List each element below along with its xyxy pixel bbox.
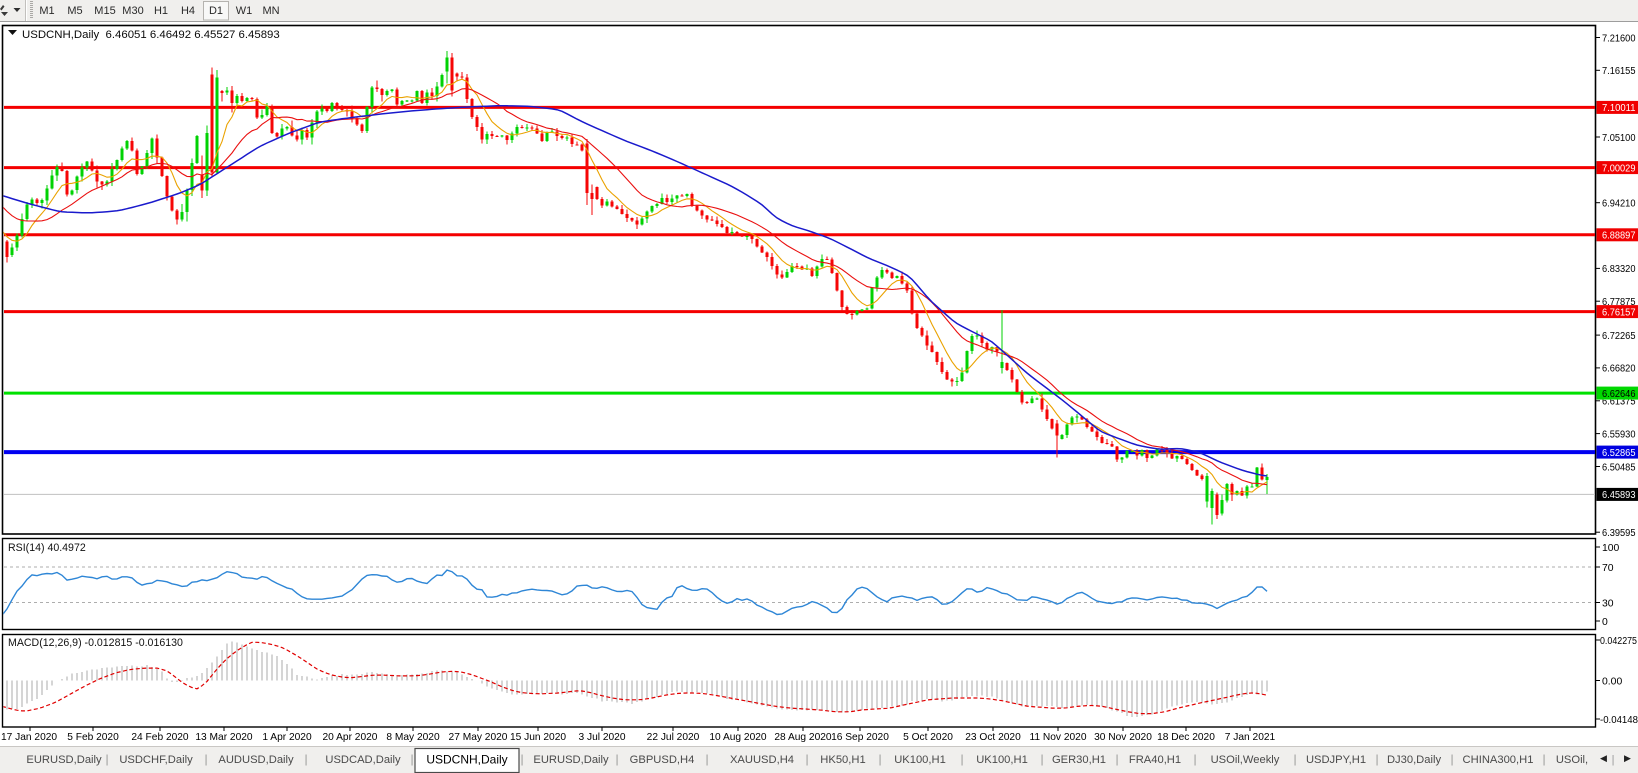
svg-text:|: |	[304, 752, 307, 766]
svg-text:USOil,: USOil,	[1556, 754, 1588, 766]
svg-text:|: |	[410, 752, 413, 766]
svg-text:7.10011: 7.10011	[1602, 103, 1636, 114]
svg-text:GBPUSD,H4: GBPUSD,H4	[630, 754, 695, 766]
svg-text:|: |	[805, 752, 808, 766]
svg-text:1 Apr 2020: 1 Apr 2020	[262, 732, 312, 743]
svg-text:USOil,Weekly: USOil,Weekly	[1211, 754, 1280, 766]
svg-text:3 Jul 2020: 3 Jul 2020	[578, 732, 625, 743]
svg-text:100: 100	[1602, 543, 1620, 554]
svg-text:6.76157: 6.76157	[1602, 307, 1636, 318]
svg-text:23 Oct 2020: 23 Oct 2020	[965, 732, 1021, 743]
svg-text:D1: D1	[209, 5, 223, 17]
svg-text:▶: ▶	[1624, 753, 1631, 763]
svg-text:UK100,H1: UK100,H1	[894, 754, 946, 766]
svg-text:H4: H4	[181, 5, 195, 17]
svg-text:27 May 2020: 27 May 2020	[449, 732, 508, 743]
svg-text:13 Mar 2020: 13 Mar 2020	[195, 732, 253, 743]
svg-text:MACD(12,26,9) -0.012815 -0.016: MACD(12,26,9) -0.012815 -0.016130	[8, 637, 183, 649]
svg-text:6.94210: 6.94210	[1602, 199, 1636, 210]
svg-text:USDCNH,Daily: USDCNH,Daily	[426, 753, 507, 767]
svg-text:HK50,H1: HK50,H1	[820, 754, 865, 766]
svg-text:6.50485: 6.50485	[1602, 462, 1636, 473]
svg-text:7.05100: 7.05100	[1602, 133, 1636, 144]
svg-text:USDCHF,Daily: USDCHF,Daily	[119, 754, 193, 766]
svg-text:7.16155: 7.16155	[1602, 66, 1636, 77]
svg-text:|: |	[705, 752, 708, 766]
svg-text:17 Jan 2020: 17 Jan 2020	[1, 732, 57, 743]
svg-text:0: 0	[1602, 617, 1608, 628]
svg-text:USDCNH,Daily 6.46051 6.46492: USDCNH,Daily 6.46051 6.46492 6.45527 6.4…	[22, 29, 280, 41]
svg-text:H1: H1	[154, 5, 168, 17]
svg-text:XAUUSD,H4: XAUUSD,H4	[730, 754, 794, 766]
svg-text:8 May 2020: 8 May 2020	[386, 732, 440, 743]
svg-text:M1: M1	[39, 5, 54, 17]
svg-text:-0.04148: -0.04148	[1600, 715, 1638, 726]
svg-text:11 Nov 2020: 11 Nov 2020	[1029, 732, 1086, 743]
svg-text:◀: ◀	[1600, 753, 1607, 763]
svg-text:|: |	[1193, 752, 1196, 766]
svg-text:0.042275: 0.042275	[1600, 636, 1637, 647]
svg-text:USDJPY,H1: USDJPY,H1	[1306, 754, 1366, 766]
svg-text:5 Feb 2020: 5 Feb 2020	[67, 732, 119, 743]
svg-text:EURUSD,Daily: EURUSD,Daily	[533, 754, 609, 766]
svg-text:M30: M30	[122, 5, 143, 17]
svg-text:|: |	[1542, 752, 1545, 766]
svg-text:6.88897: 6.88897	[1602, 231, 1636, 242]
svg-text:|: |	[204, 752, 207, 766]
svg-text:10 Aug 2020: 10 Aug 2020	[709, 732, 767, 743]
svg-text:RSI(14) 40.4972: RSI(14) 40.4972	[8, 542, 86, 554]
svg-text:6.61375: 6.61375	[1602, 397, 1636, 408]
svg-text:GER30,H1: GER30,H1	[1052, 754, 1106, 766]
svg-text:6.55930: 6.55930	[1602, 429, 1636, 440]
svg-text:6.39595: 6.39595	[1602, 528, 1636, 539]
svg-text:|: |	[960, 752, 963, 766]
svg-text:UK100,H1: UK100,H1	[976, 754, 1028, 766]
svg-text:15 Jun 2020: 15 Jun 2020	[510, 732, 566, 743]
svg-text:6.52865: 6.52865	[1602, 448, 1636, 459]
svg-text:EURUSD,Daily: EURUSD,Daily	[26, 754, 102, 766]
svg-text:7 Jan 2021: 7 Jan 2021	[1225, 732, 1276, 743]
svg-text:6.77875: 6.77875	[1602, 297, 1636, 308]
svg-text:6.72265: 6.72265	[1602, 331, 1636, 342]
svg-text:MN: MN	[262, 5, 279, 17]
svg-text:28 Aug 2020: 28 Aug 2020	[774, 732, 832, 743]
svg-text:20 Apr 2020: 20 Apr 2020	[323, 732, 378, 743]
svg-text:22 Jul 2020: 22 Jul 2020	[647, 732, 700, 743]
svg-text:6.62646: 6.62646	[1602, 389, 1636, 400]
svg-text:|: |	[1040, 752, 1043, 766]
svg-text:|: |	[105, 752, 108, 766]
svg-text:USDCAD,Daily: USDCAD,Daily	[325, 754, 401, 766]
svg-text:18 Dec 2020: 18 Dec 2020	[1157, 732, 1215, 743]
svg-text:70: 70	[1602, 563, 1614, 574]
svg-text:DJ30,Daily: DJ30,Daily	[1387, 754, 1441, 766]
svg-text:|: |	[1612, 754, 1615, 766]
svg-text:M15: M15	[94, 5, 115, 17]
svg-text:30: 30	[1602, 598, 1614, 609]
svg-text:W1: W1	[236, 5, 253, 17]
svg-text:6.45893: 6.45893	[1602, 490, 1636, 501]
svg-text:|: |	[878, 752, 881, 766]
svg-text:FRA40,H1: FRA40,H1	[1129, 754, 1181, 766]
svg-text:|: |	[1293, 752, 1296, 766]
svg-text:|: |	[520, 752, 523, 766]
svg-text:6.83320: 6.83320	[1602, 264, 1636, 275]
svg-text:0.00: 0.00	[1602, 676, 1622, 687]
svg-text:|: |	[1115, 752, 1118, 766]
svg-text:5 Oct 2020: 5 Oct 2020	[903, 732, 953, 743]
svg-text:7.00029: 7.00029	[1602, 163, 1636, 174]
svg-text:AUDUSD,Daily: AUDUSD,Daily	[218, 754, 294, 766]
svg-text:|: |	[1375, 752, 1378, 766]
svg-text:7.21600: 7.21600	[1602, 33, 1636, 44]
svg-text:CHINA300,H1: CHINA300,H1	[1463, 754, 1534, 766]
svg-text:6.66820: 6.66820	[1602, 364, 1636, 375]
svg-text:M5: M5	[67, 5, 82, 17]
svg-text:30 Nov 2020: 30 Nov 2020	[1094, 732, 1152, 743]
svg-text:|: |	[1450, 752, 1453, 766]
svg-text:|: |	[615, 752, 618, 766]
svg-text:24 Feb 2020: 24 Feb 2020	[131, 732, 189, 743]
svg-text:16 Sep 2020: 16 Sep 2020	[831, 732, 889, 743]
